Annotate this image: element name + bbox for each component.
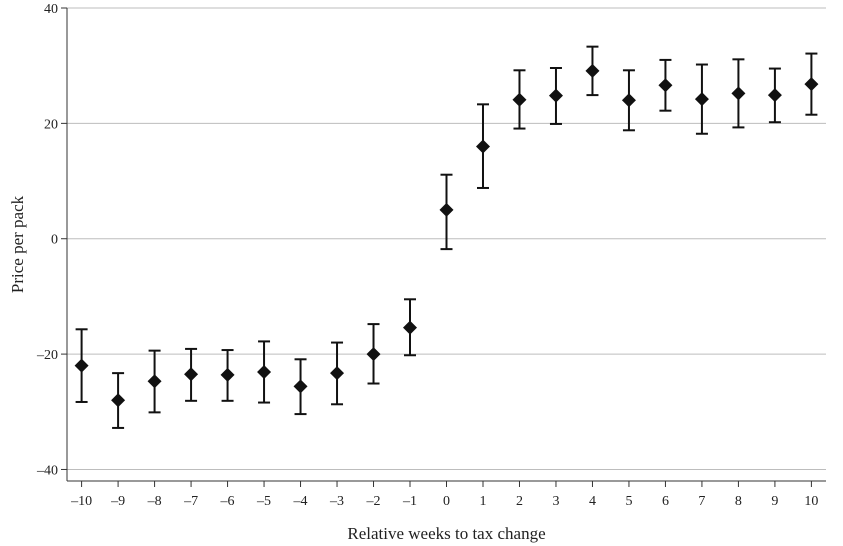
x-tick-label: 3 xyxy=(552,494,559,509)
x-tick-label: 9 xyxy=(771,494,778,509)
x-tick-label: 0 xyxy=(443,494,450,509)
y-tick-label: 40 xyxy=(44,2,58,17)
data-point-diamond xyxy=(220,367,235,382)
data-point-diamond xyxy=(767,88,782,103)
data-point-diamond xyxy=(439,202,454,217)
y-tick-label: –40 xyxy=(36,463,58,478)
x-tick-label: 6 xyxy=(662,494,669,509)
data-point-diamond xyxy=(184,367,199,382)
y-ticks: –40 –20 0 20 40 xyxy=(36,2,67,478)
error-bars xyxy=(75,45,818,429)
data-point-diamond xyxy=(585,63,600,78)
data-point-diamond xyxy=(548,88,563,103)
y-tick-label: 20 xyxy=(44,117,58,132)
x-tick-label: 5 xyxy=(625,494,632,509)
x-tick-label: –1 xyxy=(402,494,417,509)
data-point-diamond xyxy=(658,78,673,93)
y-tick-label: 0 xyxy=(51,233,58,248)
x-tick-label: –10 xyxy=(70,494,92,509)
data-points xyxy=(74,63,819,408)
data-point-diamond xyxy=(257,364,272,379)
x-tick-label: 8 xyxy=(735,494,742,509)
x-axis-title: Relative weeks to tax change xyxy=(347,524,545,543)
x-tick-label: –6 xyxy=(220,494,235,509)
x-tick-label: –5 xyxy=(256,494,271,509)
x-tick-label: 2 xyxy=(516,494,523,509)
x-tick-label: –8 xyxy=(147,494,162,509)
y-tick-label: –20 xyxy=(36,348,58,363)
x-tick-label: –3 xyxy=(329,494,344,509)
x-tick-label: 10 xyxy=(804,494,818,509)
data-point-diamond xyxy=(804,77,819,92)
data-point-diamond xyxy=(731,86,746,101)
x-tick-label: –4 xyxy=(293,494,308,509)
data-point-diamond xyxy=(621,93,636,108)
data-point-diamond xyxy=(512,92,527,107)
data-point-diamond xyxy=(111,393,126,408)
x-tick-label: 1 xyxy=(479,494,486,509)
data-point-diamond xyxy=(366,347,381,362)
data-point-diamond xyxy=(330,366,345,381)
data-point-diamond xyxy=(403,320,418,335)
x-ticks: –10 –9 –8 –7 –6 –5 –4 –3 –2 –1 0 1 2 3 4 5 6 7 8 9 10 xyxy=(70,481,818,509)
data-point-diamond xyxy=(147,374,162,389)
x-tick-label: 7 xyxy=(698,494,705,509)
x-tick-label: –2 xyxy=(366,494,381,509)
data-point-diamond xyxy=(475,139,490,154)
data-point-diamond xyxy=(293,379,308,394)
data-point-diamond xyxy=(74,358,89,373)
x-tick-label: –7 xyxy=(183,494,198,509)
x-tick-label: –9 xyxy=(110,494,125,509)
x-tick-label: 4 xyxy=(589,494,596,509)
data-point-diamond xyxy=(694,92,709,107)
y-axis-title: Price per pack xyxy=(8,195,27,293)
